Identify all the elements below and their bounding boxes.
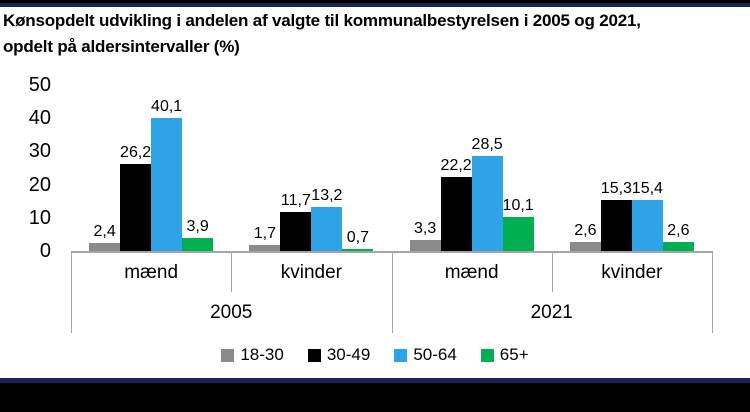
bar-65+ [662,242,694,251]
bar-65+ [182,238,214,251]
top-accent-line [0,3,750,7]
category-label-mænd: mænd [444,262,499,283]
bar-30-49 [440,177,472,251]
category-label-kvinder: kvinder [601,262,663,283]
bar-value-label: 15,4 [631,179,663,197]
chart-title: Kønsopdelt udvikling i andelen af valgte… [3,8,748,60]
chart-title-line1: Kønsopdelt udvikling i andelen af valgte… [3,11,641,30]
legend-item-65+: 65+ [480,345,529,365]
bar-value-label: 3,9 [186,218,209,236]
bar-value-label: 3,3 [414,220,437,238]
legend-swatch-icon [394,348,408,362]
legend-label: 50-64 [413,345,457,364]
legend-label: 18-30 [240,345,284,364]
bar-value-label: 26,2 [120,144,152,162]
year-label-2005: 2005 [210,302,253,323]
bar-50-64 [151,117,183,251]
bar-value-label: 10,1 [502,197,534,215]
category-label-mænd: mænd [124,262,179,283]
bar-value-label: 13,2 [311,187,343,205]
bar-value-label: 40,1 [151,97,183,115]
bar-value-label: 28,5 [471,136,503,154]
bar-65+ [502,217,534,251]
bar-65+ [342,248,374,251]
top-border-bar [0,0,750,3]
legend-label: 30-49 [326,345,371,364]
category-group-separator [391,251,393,333]
chart-legend: 18-30 30-49 50-64 65+ [0,345,750,365]
bar-50-64 [471,156,503,251]
legend-item-30-49: 30-49 [307,345,371,365]
legend-item-50-64: 50-64 [394,345,457,365]
legend-swatch-icon [480,348,494,362]
bar-18-30 [249,245,281,251]
category-separator [231,251,233,292]
bar-value-label: 2,6 [667,222,690,240]
legend-swatch-icon [307,348,321,362]
legend-swatch-icon [221,348,235,362]
y-axis-tick-label: 0 [39,240,51,262]
bar-value-label: 2,4 [93,223,116,241]
bar-18-30 [409,240,441,251]
y-axis-tick-label: 50 [28,74,51,96]
bar-30-49 [600,200,632,251]
bar-18-30 [89,243,121,251]
category-separator [551,251,553,292]
bar-50-64 [631,199,663,251]
category-group-separator [712,251,713,333]
y-axis-tick-label: 10 [28,206,51,229]
bar-value-label: 0,7 [346,228,369,246]
year-label-2021: 2021 [530,302,573,323]
bar-30-49 [280,212,312,251]
bottom-accent-line [0,378,750,383]
category-group-separator [71,251,72,333]
legend-label: 65+ [499,345,529,364]
bar-value-label: 1,7 [253,225,276,243]
chart-title-line2: opdelt på aldersintervaller (%) [3,37,240,56]
bar-value-label: 15,3 [600,180,632,198]
bar-value-label: 2,6 [574,222,597,240]
bar-value-label: 11,7 [280,192,311,210]
y-axis-tick-label: 30 [28,140,51,163]
y-axis-tick-label: 20 [28,173,51,196]
category-label-kvinder: kvinder [280,262,342,283]
bar-30-49 [120,164,152,251]
y-axis-tick-label: 40 [28,107,51,130]
bar-50-64 [311,207,343,251]
bar-18-30 [569,242,601,251]
bar-value-label: 22,2 [440,157,472,175]
legend-item-18-30: 18-30 [221,345,284,365]
bottom-border-bar [0,383,750,412]
